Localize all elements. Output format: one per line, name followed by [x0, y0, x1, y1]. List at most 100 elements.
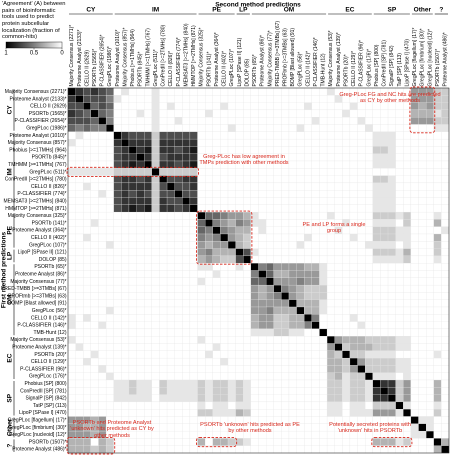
- heatmap-cell: [220, 117, 229, 125]
- heatmap-cell: [387, 255, 396, 264]
- heatmap-cell: [90, 197, 99, 205]
- heatmap-cell: [151, 445, 160, 454]
- heatmap-cell: [189, 445, 198, 454]
- heatmap-cell: [395, 284, 404, 293]
- heatmap-cell: [151, 270, 160, 278]
- heatmap-cell: [426, 445, 434, 454]
- heatmap-cell: [304, 182, 312, 191]
- heatmap-cell: [197, 277, 206, 286]
- heatmap-cell: [311, 233, 320, 242]
- heatmap-cell: [304, 248, 312, 257]
- heatmap-cell: [387, 372, 396, 381]
- heatmap-cell: [433, 445, 442, 454]
- heatmap-cell: [205, 387, 213, 395]
- heatmap-cell: [98, 248, 107, 257]
- heatmap-cell: [105, 87, 114, 96]
- heatmap-cell: [372, 241, 381, 249]
- heatmap-cell: [166, 423, 175, 432]
- heatmap-cell: [357, 365, 366, 373]
- heatmap-cell: [372, 146, 381, 154]
- heatmap-cell: [144, 284, 152, 293]
- heatmap-cell: [304, 387, 312, 395]
- heatmap-cell: [144, 270, 152, 278]
- heatmap-cell: [197, 102, 206, 111]
- heatmap-cell: [296, 233, 305, 242]
- heatmap-cell: [205, 409, 213, 417]
- heatmap-cell: [319, 248, 328, 257]
- heatmap-cell: [128, 241, 137, 249]
- heatmap-cell: [144, 190, 152, 198]
- heatmap-cell: [189, 263, 198, 271]
- heatmap-cell: [403, 336, 412, 344]
- heatmap-cell: [426, 438, 434, 446]
- heatmap-cell: [98, 109, 107, 118]
- heatmap-cell: [90, 350, 99, 359]
- heatmap-cell: [67, 409, 76, 417]
- heatmap-cell: [372, 131, 381, 140]
- group-label: SP: [7, 393, 14, 402]
- heatmap-cell: [243, 211, 252, 220]
- heatmap-cell: [197, 357, 206, 366]
- heatmap-cell: [166, 445, 175, 454]
- heatmap-cell: [83, 321, 91, 330]
- heatmap-cell: [410, 357, 419, 366]
- heatmap-cell: [342, 277, 351, 286]
- heatmap-cell: [67, 131, 76, 140]
- heatmap-cell: [372, 233, 381, 242]
- heatmap-cell: [98, 219, 107, 227]
- heatmap-cell: [83, 299, 91, 308]
- heatmap-cell: [98, 445, 107, 454]
- heatmap-cell: [182, 241, 191, 249]
- heatmap-cell: [250, 357, 259, 366]
- heatmap-cell: [357, 190, 366, 198]
- heatmap-cell: [174, 263, 183, 271]
- heatmap-cell: [281, 241, 290, 249]
- heatmap-cell: [326, 314, 335, 322]
- heatmap-cell: [243, 117, 252, 125]
- heatmap-cell: [144, 146, 152, 154]
- heatmap-cell: [113, 299, 122, 308]
- heatmap-cell: [395, 153, 404, 162]
- heatmap-cell: [304, 109, 312, 118]
- heatmap-cell: [349, 248, 358, 257]
- heatmap-cell: [67, 248, 76, 257]
- heatmap-cell: [159, 138, 168, 147]
- heatmap-cell: [151, 350, 160, 359]
- heatmap-cell: [426, 328, 434, 337]
- heatmap-cell: [212, 284, 221, 293]
- heatmap-cell: [258, 387, 267, 395]
- heatmap-cell: [265, 124, 274, 132]
- heatmap-cell: [296, 263, 305, 271]
- heatmap-cell: [403, 204, 412, 213]
- heatmap-cell: [418, 109, 427, 118]
- heatmap-cell: [235, 387, 244, 395]
- heatmap-cell: [265, 438, 274, 446]
- heatmap-cell: [426, 357, 434, 366]
- heatmap-cell: [334, 117, 343, 125]
- heatmap-cell: [311, 182, 320, 191]
- heatmap-cell: [235, 445, 244, 454]
- heatmap-cell: [159, 109, 168, 118]
- heatmap-cell: [205, 299, 213, 308]
- heatmap-cell: [426, 284, 434, 293]
- heatmap-cell: [387, 284, 396, 293]
- heatmap-cell: [296, 401, 305, 410]
- heatmap-cell: [243, 394, 252, 403]
- heatmap-cell: [334, 372, 343, 381]
- heatmap-cell: [326, 190, 335, 198]
- heatmap-cell: [357, 131, 366, 140]
- heatmap-cell: [311, 343, 320, 351]
- heatmap-cell: [273, 124, 282, 132]
- heatmap-cell: [342, 401, 351, 410]
- heatmap-cell: [159, 190, 168, 198]
- heatmap-cell: [326, 160, 335, 169]
- heatmap-cell: [144, 387, 152, 395]
- heatmap-cell: [113, 409, 122, 417]
- heatmap-cell: [387, 124, 396, 132]
- heatmap-cell: [357, 153, 366, 162]
- heatmap-cell: [326, 102, 335, 111]
- heatmap-cell: [189, 270, 198, 278]
- heatmap-cell: [83, 350, 91, 359]
- column-label: SignalP [SP] (842): [389, 45, 395, 86]
- heatmap-cell: [128, 365, 137, 373]
